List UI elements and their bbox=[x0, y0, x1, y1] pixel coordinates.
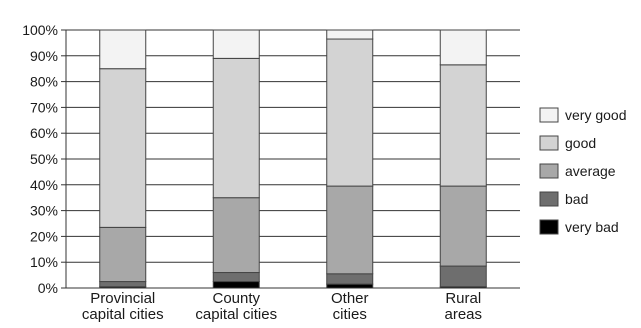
y-tick-label: 80% bbox=[30, 74, 58, 90]
bar-segment-average bbox=[326, 185, 374, 275]
bar-segment-very-good bbox=[439, 29, 487, 66]
legend-swatch bbox=[539, 191, 559, 207]
bar-segment-good bbox=[212, 57, 260, 199]
bar-segment-very-bad bbox=[326, 283, 374, 289]
x-tick-label: Provincial bbox=[90, 290, 155, 307]
legend-label: bad bbox=[565, 191, 588, 207]
bar-segment-bad bbox=[212, 272, 260, 283]
axes: 0% 10% 20% 30% 40% 50% 60% 70% 80% 90% 100% Provinc… bbox=[22, 22, 520, 323]
x-tick-label: cities bbox=[333, 306, 367, 323]
bar-segment-very-good bbox=[212, 29, 260, 59]
y-tick-label: 100% bbox=[22, 22, 58, 38]
y-tick-label: 0% bbox=[38, 280, 58, 296]
legend-label: good bbox=[565, 135, 596, 151]
bar-segment-very-bad bbox=[212, 281, 260, 289]
y-tick-label: 30% bbox=[30, 203, 58, 219]
legend-swatch bbox=[539, 107, 559, 123]
bar-segment-very-good bbox=[326, 29, 374, 40]
y-tick-label: 10% bbox=[30, 254, 58, 270]
x-tick-label: capital cities bbox=[195, 306, 277, 323]
bar-segment-very-good bbox=[99, 29, 147, 70]
x-tick-label: areas bbox=[444, 306, 482, 323]
bar-segment-good bbox=[326, 38, 374, 187]
legend-swatch bbox=[539, 163, 559, 179]
bar-segment-bad bbox=[439, 265, 487, 288]
y-tick-label: 20% bbox=[30, 228, 58, 244]
y-tick-label: 60% bbox=[30, 125, 58, 141]
legend-label: average bbox=[565, 163, 616, 179]
legend-label: very bad bbox=[565, 219, 619, 235]
legend-label: very good bbox=[565, 107, 626, 123]
y-tick-label: 90% bbox=[30, 48, 58, 64]
bars bbox=[99, 29, 487, 289]
legend-swatch bbox=[539, 219, 559, 235]
x-tick-label: Other bbox=[331, 290, 369, 307]
y-tick-label: 50% bbox=[30, 151, 58, 167]
bar-segment-good bbox=[99, 68, 147, 228]
legend-swatch bbox=[539, 135, 559, 151]
x-tick-label: County bbox=[212, 290, 260, 307]
bar-segment-good bbox=[439, 64, 487, 187]
bar-segment-bad bbox=[326, 273, 374, 285]
bar-segment-average bbox=[212, 197, 260, 274]
bar-segment-average bbox=[99, 226, 147, 283]
x-tick-label: capital cities bbox=[82, 306, 164, 323]
legend: very good good average bad very bad bbox=[539, 107, 626, 235]
bar-segment-average bbox=[439, 185, 487, 267]
bar-segment-bad bbox=[99, 281, 147, 288]
x-tick-label: Rural bbox=[445, 290, 481, 307]
y-tick-label: 70% bbox=[30, 99, 58, 115]
y-tick-label: 40% bbox=[30, 177, 58, 193]
